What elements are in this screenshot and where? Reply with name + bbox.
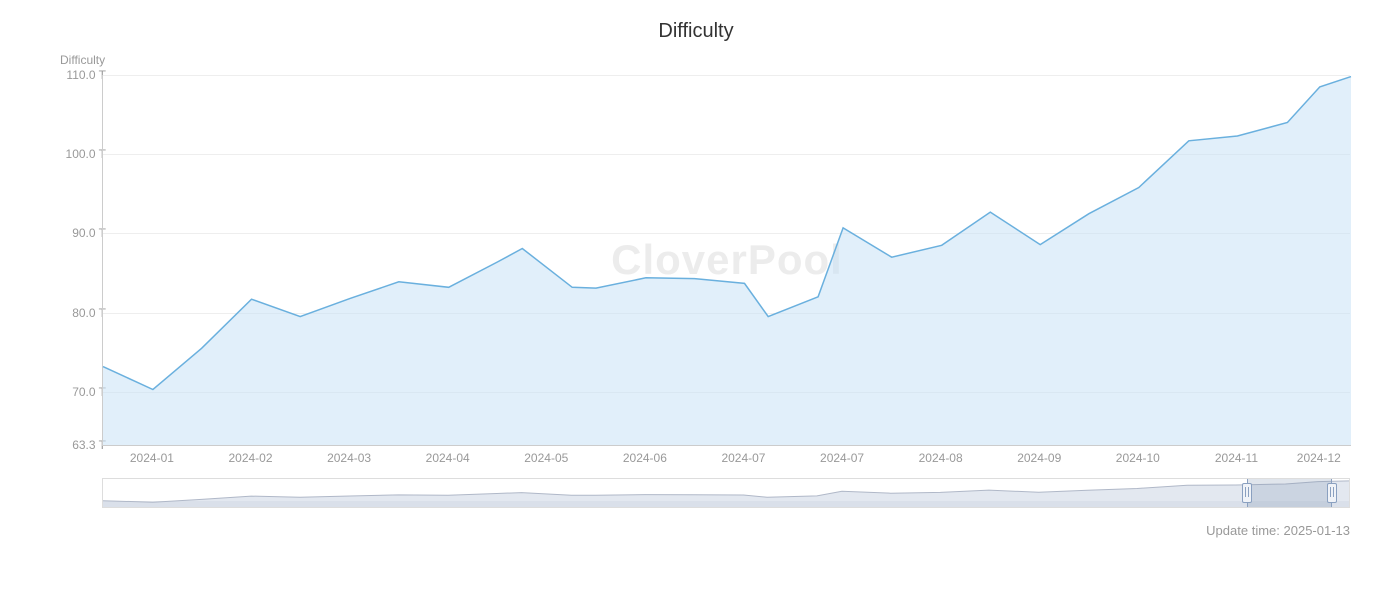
x-tick-label: 2024-03 bbox=[327, 451, 371, 465]
x-tick-label: 2024-10 bbox=[1116, 451, 1160, 465]
zoom-preview-svg bbox=[103, 479, 1349, 507]
data-zoom-slider[interactable] bbox=[102, 478, 1350, 508]
x-tick-label: 2024-01 bbox=[130, 451, 174, 465]
chart-title: Difficulty bbox=[0, 20, 1392, 43]
zoom-selection[interactable] bbox=[1247, 479, 1332, 507]
x-tick-label: 2024-05 bbox=[524, 451, 568, 465]
update-time: Update time: 2025-01-13 bbox=[1206, 523, 1350, 538]
y-tick-label: 63.3 T bbox=[46, 438, 106, 452]
x-tick-label: 2024-09 bbox=[1017, 451, 1061, 465]
y-tick-label: 70.0 T bbox=[46, 385, 106, 399]
x-tick-label: 2024-02 bbox=[228, 451, 272, 465]
x-tick-label: 2024-11 bbox=[1215, 451, 1258, 465]
y-tick-label: 100.0 T bbox=[46, 147, 106, 161]
plot-area[interactable]: CloverPool bbox=[102, 75, 1351, 446]
x-tick-label: 2024-12 bbox=[1297, 451, 1341, 465]
x-tick-label: 2024-07 bbox=[721, 451, 765, 465]
x-tick-label: 2024-04 bbox=[426, 451, 470, 465]
zoom-handle-right[interactable] bbox=[1327, 483, 1337, 503]
y-tick-label: 90.0 T bbox=[46, 226, 106, 240]
update-time-value: 2025-01-13 bbox=[1284, 523, 1351, 538]
x-tick-label: 2024-06 bbox=[623, 451, 667, 465]
line-chart-svg bbox=[103, 75, 1351, 445]
y-tick-label: 80.0 T bbox=[46, 306, 106, 320]
x-tick-label: 2024-08 bbox=[919, 451, 963, 465]
y-tick-label: 110.0 T bbox=[46, 68, 106, 82]
y-axis-title: Difficulty bbox=[60, 53, 105, 67]
zoom-handle-left[interactable] bbox=[1242, 483, 1252, 503]
x-tick-label: 2024-07 bbox=[820, 451, 864, 465]
update-time-label: Update time: bbox=[1206, 523, 1280, 538]
